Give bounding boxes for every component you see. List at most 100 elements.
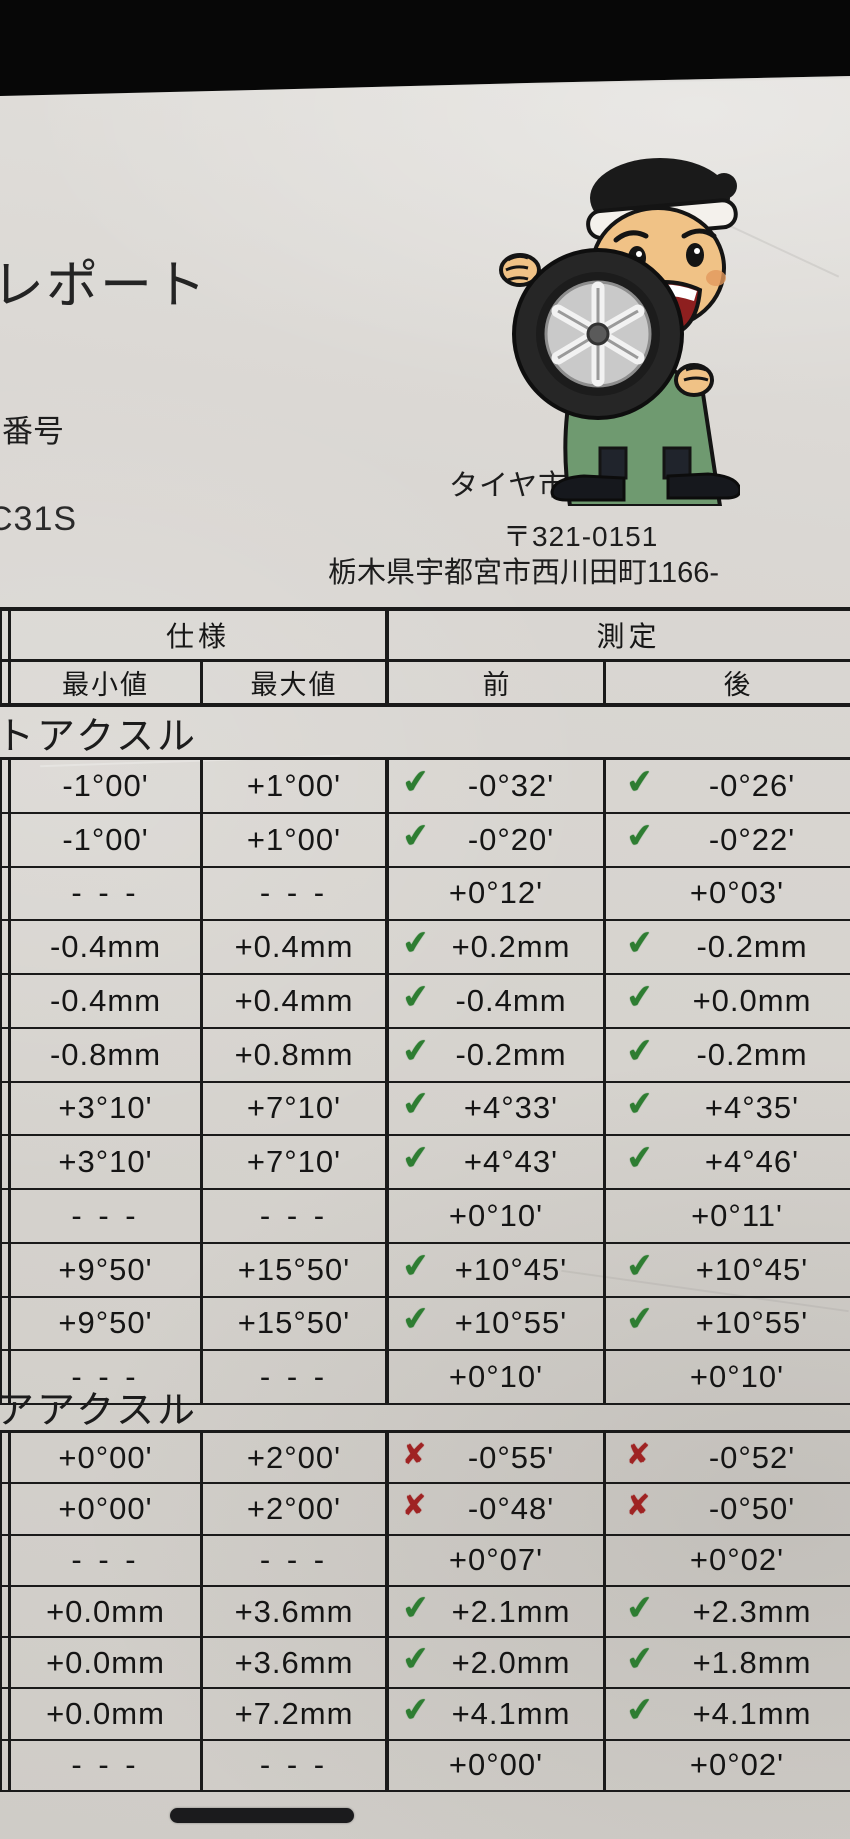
check-icon: ✔ xyxy=(624,1638,656,1679)
front-value: -0.4mm xyxy=(455,982,567,1018)
front-value-cell: ✔ -0.4mm xyxy=(385,975,603,1027)
front-value: -0°32' xyxy=(467,767,555,803)
check-icon: ✔ xyxy=(624,976,656,1017)
min-value: -0.4mm xyxy=(49,929,162,965)
min-value: - - - xyxy=(71,1747,140,1783)
front-value-cell: ✔ +2.0mm xyxy=(385,1638,603,1688)
min-value-cell: +0.0mm xyxy=(8,1689,200,1739)
rear-value-cell: +0°02' xyxy=(603,1740,850,1791)
max-value-cell: +0.8mm xyxy=(200,1028,385,1081)
min-value: -1°00' xyxy=(62,821,149,857)
rear-value: -0.2mm xyxy=(696,1036,808,1072)
front-value: +0°10' xyxy=(448,1359,544,1395)
front-value-cell: +0°10' xyxy=(385,1190,603,1242)
cutoff-label-cell xyxy=(0,1136,8,1188)
min-value-cell: +3°10' xyxy=(8,1136,200,1188)
max-value: - - - xyxy=(259,1359,329,1395)
rear-value: +0°02' xyxy=(689,1747,785,1783)
max-value: +2°00' xyxy=(246,1439,342,1475)
check-icon: ✔ xyxy=(624,1298,656,1339)
max-value: - - - xyxy=(259,1197,329,1233)
cutoff-label-cell xyxy=(0,1484,8,1534)
rear-value-cell: ✔ +10°45' xyxy=(603,1243,850,1296)
front-value: -0°20' xyxy=(467,821,555,857)
check-icon: ✔ xyxy=(400,1638,432,1679)
check-icon: ✔ xyxy=(400,1689,432,1730)
check-icon: ✔ xyxy=(400,815,432,855)
min-value: -1°00' xyxy=(62,767,149,803)
min-value-cell: -1°00' xyxy=(8,760,200,812)
front-value-cell: +0°10' xyxy=(385,1351,603,1403)
header-min-value: 最小値 xyxy=(8,662,200,703)
cutoff-label-cell xyxy=(0,1689,8,1739)
front-value-cell: ✔ +10°45' xyxy=(385,1243,603,1296)
rear-value: -0.2mm xyxy=(696,929,808,965)
front-value: -0°55' xyxy=(467,1439,555,1475)
rear-value: -0°52' xyxy=(708,1439,796,1475)
rear-value-cell: +0°10' xyxy=(603,1351,850,1403)
cutoff-label-cell xyxy=(0,921,8,973)
cutoff-label-cell xyxy=(0,867,8,920)
cutoff-label-cell xyxy=(0,760,8,812)
min-value: +0.0mm xyxy=(46,1696,165,1732)
check-icon: ✔ xyxy=(400,976,432,1017)
paper-edge-shadow xyxy=(0,76,850,96)
home-indicator[interactable] xyxy=(170,1808,354,1823)
min-value: +3°10' xyxy=(58,1144,153,1180)
max-value: +0.4mm xyxy=(234,929,354,965)
table-row: -0.4mm +0.4mm ✔ +0.2mm ✔ -0.2mm xyxy=(0,921,850,975)
max-value-cell: +15°50' xyxy=(200,1243,385,1296)
min-value-cell: +3°10' xyxy=(8,1082,200,1135)
front-value: -0°48' xyxy=(467,1490,555,1526)
header-rear: 後 xyxy=(603,662,850,703)
min-value: +9°50' xyxy=(58,1305,153,1341)
min-value-cell: - - - xyxy=(8,1740,200,1791)
max-value-cell: +0.4mm xyxy=(200,921,385,973)
cutoff-label-cell xyxy=(0,1190,8,1242)
min-value-cell: -0.8mm xyxy=(8,1028,200,1081)
check-icon: ✔ xyxy=(624,1083,656,1124)
report-title: レポート xyxy=(0,257,209,315)
max-value-cell: +2°00' xyxy=(200,1484,385,1534)
front-value: +0°10' xyxy=(448,1197,544,1233)
check-icon: ✔ xyxy=(400,1083,432,1124)
table-row: -1°00' +1°00' ✔ -0°32' ✔ -0°26' xyxy=(0,760,850,814)
max-value-cell: - - - xyxy=(200,1740,385,1791)
front-value-cell: ✔ +0.2mm xyxy=(385,921,603,973)
max-value-cell: +3.6mm xyxy=(200,1586,385,1637)
cutoff-label-cell xyxy=(0,1740,8,1791)
header-measure: 測定 xyxy=(385,611,850,659)
max-value-cell: - - - xyxy=(200,1535,385,1585)
max-value: - - - xyxy=(259,1542,329,1578)
rear-value-cell: ✔ -0°26' xyxy=(603,760,850,812)
tire-mascot-illustration xyxy=(499,158,740,506)
front-value: +0°07' xyxy=(448,1542,544,1578)
front-value-cell: ✔ +2.1mm xyxy=(385,1586,603,1637)
rear-value: +10°45' xyxy=(695,1251,809,1287)
max-value: +2°00' xyxy=(246,1490,342,1526)
max-value-cell: - - - xyxy=(200,1351,385,1403)
table-row: +0.0mm +3.6mm ✔ +2.0mm ✔ +1.8mm xyxy=(0,1638,850,1690)
rear-value: +0.0mm xyxy=(692,982,812,1018)
min-value-cell: +0°00' xyxy=(8,1433,200,1483)
table-row: -0.4mm +0.4mm ✔ -0.4mm ✔ +0.0mm xyxy=(0,975,850,1029)
check-icon: ✔ xyxy=(624,1587,656,1627)
cutoff-label-cell xyxy=(0,1586,8,1637)
front-value: +4°43' xyxy=(463,1144,559,1180)
min-value-cell: - - - xyxy=(8,1190,200,1242)
check-icon: ✔ xyxy=(624,815,656,855)
table-row: - - - - - - +0°10' +0°11' xyxy=(0,1190,850,1244)
check-icon: ✔ xyxy=(400,922,432,963)
cutoff-label-cell xyxy=(0,611,8,659)
header-front: 前 xyxy=(385,662,603,703)
max-value-cell: +7°10' xyxy=(200,1136,385,1188)
front-value: +0.2mm xyxy=(451,929,571,965)
front-value: +10°55' xyxy=(454,1305,568,1341)
alignment-table-header: 仕様 測定 最小値 最大値 前 後 xyxy=(0,607,850,707)
front-axle-table: -1°00' +1°00' ✔ -0°32' ✔ -0°26' -1°00' +1°00' ✔ -… xyxy=(0,757,850,1405)
check-icon: ✔ xyxy=(624,1137,656,1178)
rear-value: +0°02' xyxy=(689,1542,785,1578)
front-value-cell: ✔ -0.2mm xyxy=(385,1028,603,1081)
cutoff-label-cell xyxy=(0,1433,8,1483)
max-value-cell: - - - xyxy=(200,867,385,920)
